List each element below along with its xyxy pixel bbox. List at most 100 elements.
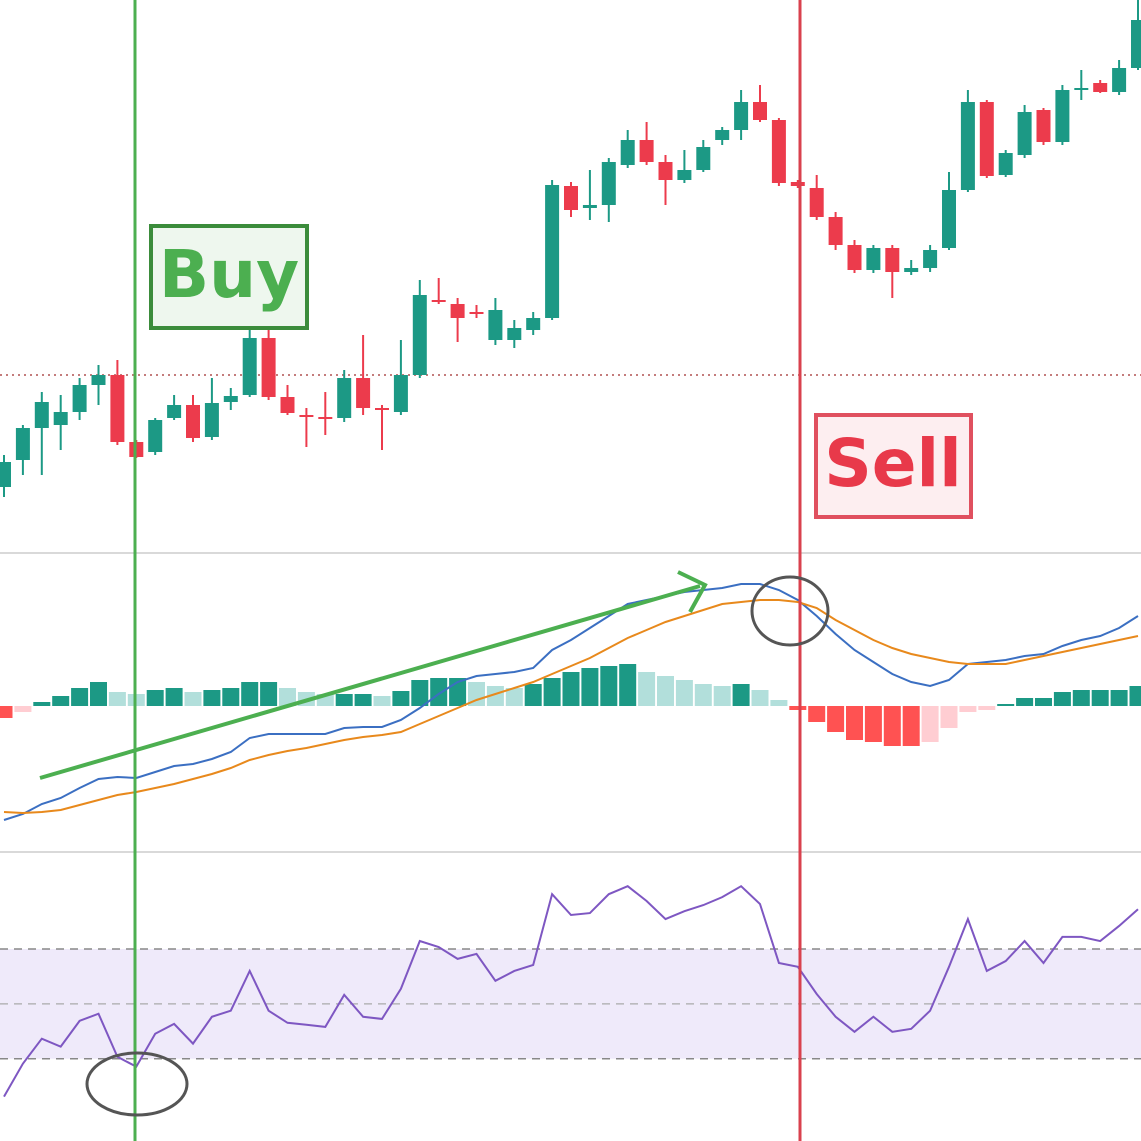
candle-body: [72, 385, 87, 412]
candle-body: [658, 162, 673, 180]
trend-arrow-head: [677, 570, 708, 613]
histogram-bar: [846, 706, 863, 740]
histogram-bar: [581, 668, 599, 706]
histogram-bar: [562, 672, 580, 706]
candle-body: [639, 140, 654, 162]
candle-body: [280, 397, 295, 413]
candle-body: [526, 318, 541, 330]
candle-body: [753, 102, 767, 120]
buy-box: [149, 224, 309, 330]
histogram-bar: [203, 690, 221, 706]
candle-body: [0, 462, 11, 487]
histogram-bar: [146, 690, 164, 706]
histogram-bar: [241, 682, 259, 706]
signal-line: [3, 599, 1139, 815]
histogram-bar: [1110, 690, 1128, 706]
histogram-bar: [505, 688, 523, 706]
histogram-bar: [770, 700, 788, 706]
histogram-bar: [486, 686, 504, 706]
histogram-bar: [789, 706, 807, 710]
histogram-bar: [997, 704, 1015, 706]
candle-body: [1131, 20, 1141, 68]
histogram-bar: [543, 678, 561, 706]
candle-body: [167, 405, 182, 418]
candle-body: [34, 402, 49, 428]
histogram-bar: [902, 706, 920, 746]
candle-body: [91, 375, 106, 385]
candle-body: [715, 130, 730, 140]
candle-body: [564, 186, 578, 210]
histogram-bar: [354, 694, 372, 706]
candle-body: [771, 120, 786, 183]
buy-label: Buy: [159, 236, 299, 313]
oversold-circle: [85, 1051, 189, 1117]
candle-body: [942, 190, 956, 248]
sell-label: Sell: [824, 425, 962, 502]
histogram-bar: [959, 706, 977, 712]
candle-body: [261, 338, 276, 397]
candle-body: [979, 102, 994, 176]
candle-body: [1112, 68, 1127, 92]
candle-body: [110, 375, 125, 442]
histogram-bar: [1072, 690, 1090, 706]
histogram-bar: [0, 706, 13, 718]
histogram-bar: [184, 692, 202, 706]
rsi-line: [3, 884, 1139, 1098]
histogram-bar: [108, 692, 126, 706]
candle-body: [828, 217, 843, 245]
candle-body: [186, 405, 200, 438]
histogram-bar: [335, 694, 353, 706]
candle-body: [1074, 88, 1089, 90]
histogram-bar: [600, 666, 618, 706]
candle-body: [960, 102, 975, 190]
candle-body: [885, 248, 900, 272]
candle-body: [545, 185, 560, 318]
histogram-bar: [222, 688, 240, 706]
histogram-bar: [1129, 686, 1141, 706]
histogram-bar: [1053, 692, 1071, 706]
histogram-bar: [260, 682, 278, 706]
histogram-bar: [90, 682, 107, 706]
candle-body: [450, 304, 465, 318]
candle-body: [790, 182, 805, 186]
candle-body: [393, 375, 408, 412]
macd-line: [3, 583, 1139, 821]
histogram-bar: [1035, 698, 1052, 706]
candle-body: [696, 147, 711, 170]
histogram-bar: [392, 691, 410, 706]
histogram-bar: [279, 688, 296, 706]
candle-body: [318, 417, 333, 419]
candle-body: [15, 428, 30, 460]
histogram-bar: [940, 706, 958, 728]
crossover-circle: [750, 575, 830, 647]
histogram-bar: [883, 706, 901, 746]
candle-body: [923, 250, 938, 268]
candle-body: [375, 408, 389, 410]
candle-body: [677, 170, 692, 180]
histogram-bar: [1091, 690, 1109, 706]
candle-body: [223, 396, 238, 402]
trend-arrow: [39, 584, 701, 780]
candle-body: [601, 162, 616, 205]
candle-body: [809, 188, 824, 217]
histogram-bar: [921, 706, 939, 742]
histogram-bar: [694, 684, 712, 706]
histogram-bar: [430, 678, 448, 706]
histogram-bar: [675, 680, 693, 706]
histogram-bar: [524, 684, 542, 706]
candle-body: [356, 378, 371, 408]
candle-body: [507, 328, 522, 340]
candle-body: [847, 245, 862, 270]
candle-body: [148, 420, 163, 452]
histogram-bar: [411, 680, 429, 706]
histogram-bar: [732, 684, 750, 706]
candle-body: [582, 205, 597, 208]
candle-body: [299, 415, 314, 417]
candle-body: [1055, 90, 1070, 142]
candle-body: [469, 312, 484, 314]
candle-body: [1093, 83, 1108, 92]
candle-body: [431, 300, 446, 302]
histogram-bar: [864, 706, 882, 742]
histogram-bar: [52, 696, 70, 706]
